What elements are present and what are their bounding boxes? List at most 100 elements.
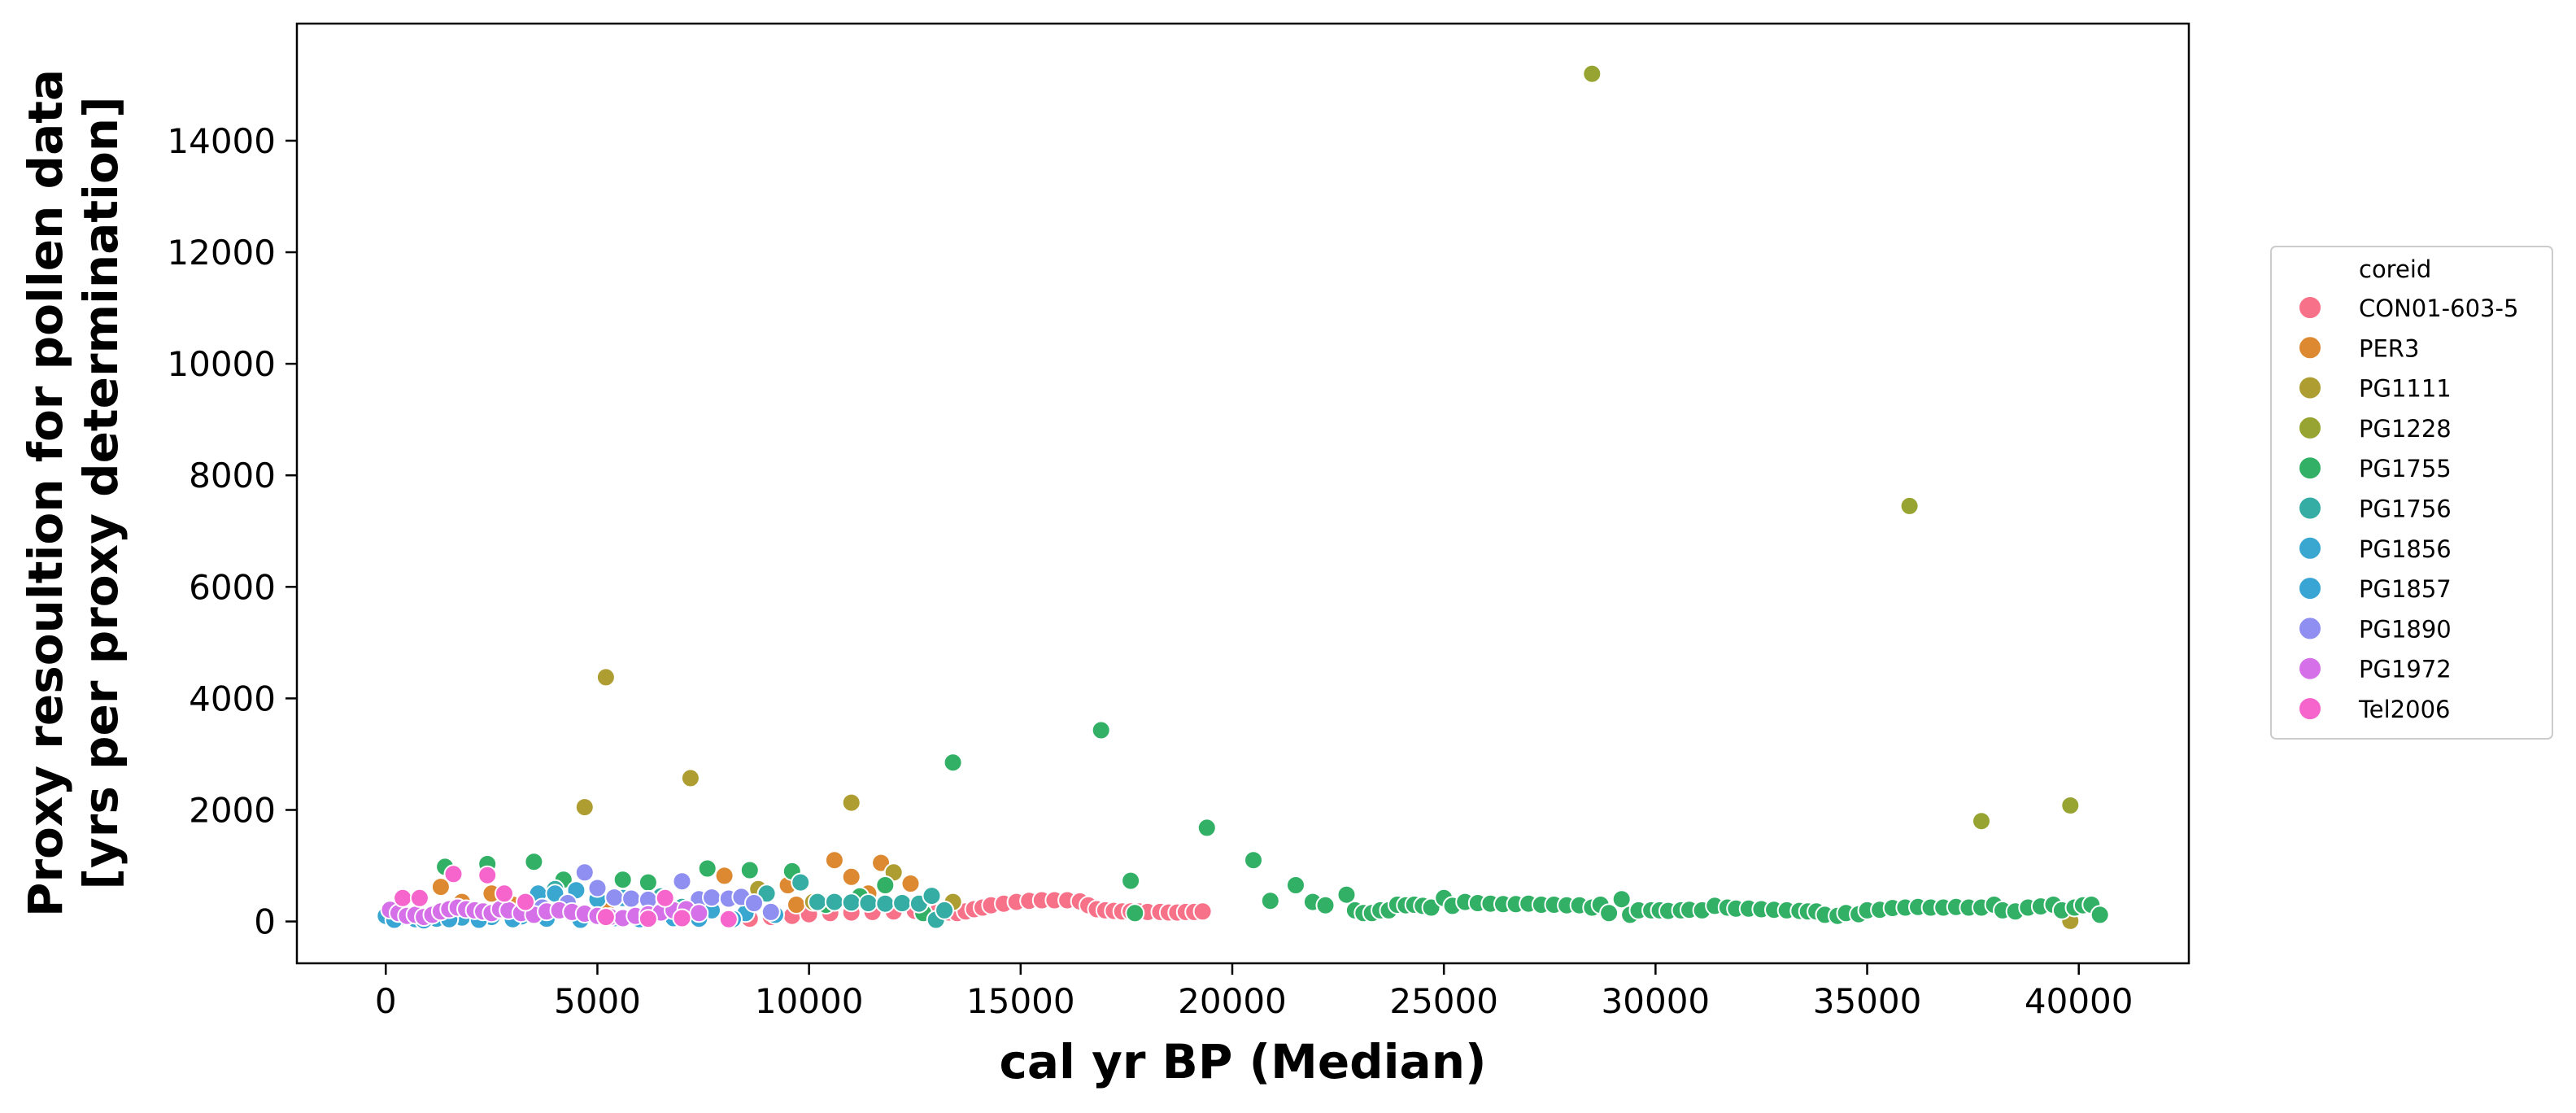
- data-point: [393, 888, 413, 908]
- data-point: [2060, 796, 2081, 815]
- legend-label: Tel2006: [2358, 696, 2451, 723]
- x-tick-label: 25000: [1389, 981, 1498, 1021]
- legend-item: CON01-603-5: [2298, 295, 2518, 322]
- legend-item: PG1755: [2298, 455, 2452, 482]
- legend-marker: [2298, 375, 2322, 400]
- data-point: [638, 909, 658, 929]
- legend-marker: [2298, 696, 2322, 721]
- x-tick-label: 0: [375, 981, 397, 1021]
- data-point: [787, 895, 806, 914]
- data-point: [1125, 903, 1145, 923]
- data-point: [604, 888, 625, 908]
- x-tick-label: 20000: [1178, 981, 1287, 1021]
- data-point: [875, 875, 896, 895]
- data-point: [430, 877, 451, 897]
- y-axis-title-line1: Proxy resoultion for pollen data: [18, 69, 73, 917]
- data-point: [587, 878, 608, 898]
- data-point: [516, 892, 535, 912]
- series-PG1228: [1582, 63, 2081, 831]
- data-point: [824, 892, 844, 912]
- y-tick-label: 8000: [189, 456, 276, 495]
- data-point: [841, 893, 861, 913]
- x-tick-label: 35000: [1813, 981, 1922, 1021]
- legend-box: [2270, 246, 2553, 740]
- data-point: [1315, 895, 1336, 915]
- data-point: [1336, 884, 1357, 905]
- data-point: [744, 893, 764, 913]
- y-tick-label: 10000: [167, 344, 276, 384]
- data-point: [791, 872, 811, 893]
- x-tick-label: 5000: [554, 981, 641, 1021]
- legend-item: Tel2006: [2298, 696, 2451, 723]
- data-point: [2090, 905, 2110, 925]
- legend-item: PG1856: [2298, 535, 2452, 563]
- legend-items: CON01-603-5 PER3 PG1111 PG1228 PG1755 PG1756 P…: [2298, 295, 2518, 723]
- legend-label: PG1756: [2359, 495, 2452, 523]
- data-point: [1899, 495, 1920, 516]
- legend-item: PG1890: [2298, 615, 2452, 643]
- y-tick-label: 4000: [189, 679, 276, 718]
- data-point: [824, 850, 844, 871]
- y-axis-title-line2: [yrs per proxy determination]: [73, 96, 129, 889]
- plot-area: [297, 24, 2189, 963]
- data-point: [935, 900, 955, 920]
- legend-marker: [2298, 656, 2322, 681]
- data-point: [714, 866, 734, 886]
- data-point: [1611, 889, 1632, 910]
- data-point: [1091, 720, 1111, 740]
- data-point: [672, 871, 692, 892]
- data-point: [1121, 871, 1141, 891]
- data-points: [376, 63, 2110, 931]
- data-point: [1972, 811, 1991, 831]
- legend-label: PG1856: [2359, 535, 2452, 563]
- data-point: [697, 858, 717, 879]
- legend-label: PG1111: [2359, 375, 2452, 403]
- legend-label: PG1228: [2359, 415, 2452, 443]
- legend-marker: [2298, 576, 2322, 601]
- data-point: [1260, 891, 1280, 911]
- data-point: [1599, 903, 1619, 923]
- series-Tel2006: [393, 864, 739, 929]
- data-point: [621, 888, 642, 909]
- legend-label: PG1857: [2359, 575, 2452, 603]
- data-point: [841, 792, 861, 813]
- data-point: [574, 862, 595, 883]
- data-point: [612, 870, 633, 890]
- data-point: [875, 893, 896, 914]
- legend-item: PG1857: [2298, 575, 2452, 603]
- data-point: [739, 860, 760, 880]
- legend-marker: [2298, 616, 2322, 641]
- data-point: [841, 866, 861, 887]
- legend-label: CON01-603-5: [2359, 295, 2518, 322]
- x-tick-label: 10000: [755, 981, 864, 1021]
- legend-label: PG1972: [2359, 656, 2452, 683]
- data-point: [808, 892, 827, 912]
- y-axis-title: Proxy resoultion for pollen data [yrs pe…: [18, 69, 129, 917]
- data-point: [1286, 875, 1305, 895]
- data-point: [595, 907, 616, 928]
- x-tick-label: 40000: [2025, 981, 2134, 1021]
- data-point: [858, 893, 878, 913]
- legend: coreid CON01-603-5 PER3 PG1111 PG1228 PG1755…: [2270, 246, 2553, 740]
- data-point: [1192, 901, 1213, 922]
- plot-frame: [295, 22, 2190, 965]
- y-tick-label: 6000: [189, 567, 276, 607]
- y-tick-label: 2000: [189, 790, 276, 830]
- legend-item: PG1111: [2298, 375, 2452, 403]
- data-point: [409, 888, 429, 908]
- y-tick-label: 0: [254, 902, 276, 942]
- data-point: [477, 865, 498, 885]
- data-point: [443, 864, 464, 884]
- legend-title: coreid: [2359, 255, 2431, 283]
- x-axis: 0 5000 10000 15000 20000 25000 30000 35000 40000: [375, 963, 2134, 1021]
- data-point: [1582, 63, 1602, 84]
- data-point: [574, 797, 595, 818]
- data-point: [672, 908, 692, 928]
- legend-item: PG1972: [2298, 656, 2452, 683]
- data-point: [943, 753, 963, 773]
- data-point: [892, 893, 913, 913]
- legend-label: PG1755: [2359, 455, 2452, 482]
- data-point: [702, 888, 721, 908]
- x-tick-label: 15000: [966, 981, 1075, 1021]
